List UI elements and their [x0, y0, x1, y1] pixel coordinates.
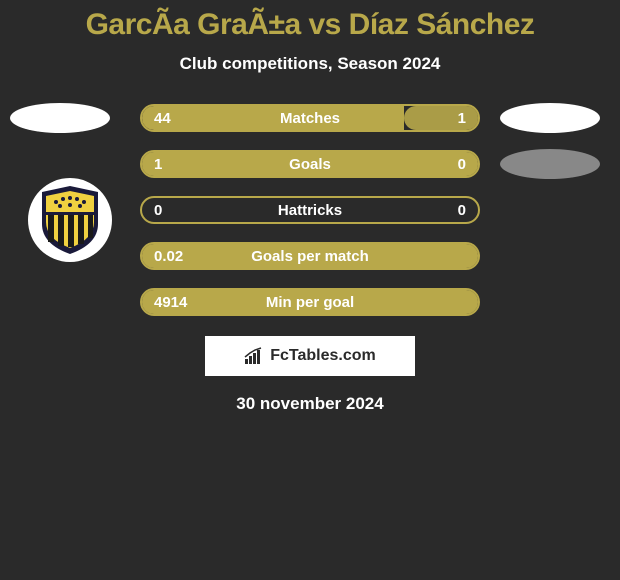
stat-bar: 44 Matches 1	[140, 104, 480, 132]
player-left-ellipse	[10, 103, 110, 133]
stat-value-right: 0	[458, 202, 466, 219]
stat-bar: 0.02 Goals per match	[140, 242, 480, 270]
brand-label: FcTables.com	[270, 347, 376, 365]
stat-label: Goals per match	[251, 248, 369, 265]
stat-label: Hattricks	[278, 202, 342, 219]
stat-value-left: 0.02	[154, 248, 183, 265]
player-right-ellipse-gray	[500, 149, 600, 179]
stat-label: Matches	[280, 110, 340, 127]
brand-box[interactable]: FcTables.com	[205, 336, 415, 376]
stat-bar: 4914 Min per goal	[140, 288, 480, 316]
stat-value-left: 0	[154, 202, 162, 219]
player-right-ellipse	[500, 103, 600, 133]
bar-fill-left	[142, 106, 404, 130]
stat-bar: 1 Goals 0	[140, 150, 480, 178]
stat-bar: 0 Hattricks 0	[140, 196, 480, 224]
stat-value-right: 1	[458, 110, 466, 127]
stat-row-mpg: 4914 Min per goal	[0, 288, 620, 316]
stat-label: Goals	[289, 156, 331, 173]
page-subtitle: Club competitions, Season 2024	[0, 54, 620, 74]
stat-value-left: 4914	[154, 294, 187, 311]
stat-value-right: 0	[458, 156, 466, 173]
stat-value-left: 44	[154, 110, 171, 127]
stat-row-matches: 44 Matches 1	[0, 104, 620, 132]
stat-value-left: 1	[154, 156, 162, 173]
date-label: 30 november 2024	[0, 394, 620, 414]
page-title: GarcÃ­a GraÃ±a vs Díaz Sánchez	[0, 8, 620, 42]
stat-label: Min per goal	[266, 294, 354, 311]
stat-row-goals: 1 Goals 0	[0, 150, 620, 178]
comparison-card: GarcÃ­a GraÃ±a vs Díaz Sánchez Club comp…	[0, 0, 620, 414]
bar-fill-right	[404, 106, 480, 130]
chart-icon	[244, 347, 264, 365]
club-badge	[28, 178, 112, 262]
shield-icon	[28, 178, 112, 262]
